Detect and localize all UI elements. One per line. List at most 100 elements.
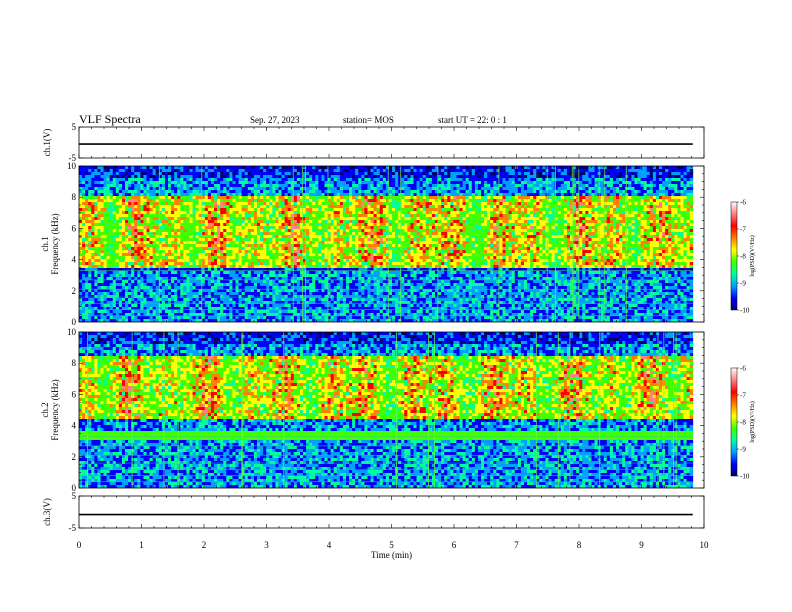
spectro-cell xyxy=(296,301,301,305)
spectro-cell xyxy=(94,304,98,308)
spectro-cell xyxy=(204,202,209,206)
spectro-cell xyxy=(174,271,178,275)
spectro-cell xyxy=(167,238,172,242)
spectro-cell xyxy=(345,190,350,194)
spectro-cell xyxy=(167,175,172,179)
spectro-cell xyxy=(112,172,117,176)
spectro-cell xyxy=(186,316,190,320)
spectro-cell xyxy=(312,313,316,317)
spectro-cell xyxy=(272,238,276,242)
spectro-cell xyxy=(299,220,304,224)
spectro-cell xyxy=(284,241,289,245)
spectro-cell xyxy=(303,286,307,290)
spectro-cell xyxy=(131,247,135,251)
spectro-cell xyxy=(327,274,332,278)
spectro-cell xyxy=(198,184,203,188)
spectro-cell xyxy=(109,289,114,293)
spectro-cell xyxy=(361,256,365,260)
spectro-cell xyxy=(241,229,246,233)
spectro-cell xyxy=(235,256,239,260)
spectro-cell xyxy=(250,211,255,215)
spectro-cell xyxy=(232,253,236,257)
spectro-cell xyxy=(85,199,89,203)
spectro-cell xyxy=(137,319,141,322)
spectro-cell xyxy=(287,217,292,221)
spectro-cell xyxy=(100,304,104,308)
spectro-cell xyxy=(223,265,227,269)
spectro-cell xyxy=(235,262,239,266)
spectro-cell xyxy=(269,205,273,209)
spectro-cell xyxy=(253,310,258,314)
spectro-cell xyxy=(281,196,286,200)
spectro-cell xyxy=(269,298,273,302)
spectro-cell xyxy=(260,292,264,296)
spectro-cell xyxy=(174,304,178,308)
spectro-cell xyxy=(352,184,356,188)
spectro-cell xyxy=(91,262,95,266)
spectro-cell xyxy=(121,280,126,284)
spectro-cell xyxy=(152,181,157,185)
spectro-cell xyxy=(244,208,249,212)
spectro-cell xyxy=(149,289,154,293)
spectro-cell xyxy=(361,226,365,230)
spectro-cell xyxy=(253,298,258,302)
spectro-cell xyxy=(210,220,215,224)
spectro-cell xyxy=(293,232,298,236)
spectro-cell xyxy=(293,196,298,200)
spectro-cell xyxy=(174,256,178,260)
spectro-cell xyxy=(275,220,279,224)
spectro-cell xyxy=(315,319,319,322)
spectro-cell xyxy=(152,247,157,251)
spectro-cell xyxy=(358,280,362,284)
spectro-cell xyxy=(290,175,295,179)
spectro-cell xyxy=(220,280,224,284)
spectro-cell xyxy=(241,190,246,194)
spectro-cell xyxy=(336,238,341,242)
spectro-cell xyxy=(260,262,264,266)
spectro-cell xyxy=(217,268,221,272)
spectro-cell xyxy=(161,256,166,260)
spectro-cell xyxy=(309,256,313,260)
spectro-cell xyxy=(299,226,304,230)
spectro-cell xyxy=(226,175,230,179)
spectro-cell xyxy=(183,247,187,251)
spectro-cell xyxy=(183,307,187,311)
spectro-cell xyxy=(324,169,328,173)
spectro-cell xyxy=(207,268,212,272)
spectro-cell xyxy=(152,277,157,281)
spectro-cell xyxy=(152,235,157,239)
spectro-cell xyxy=(352,199,356,203)
spectro-cell xyxy=(278,292,282,296)
spectro-cell xyxy=(223,193,227,197)
spectro-cell xyxy=(355,220,359,224)
spectro-cell xyxy=(330,283,335,287)
spectro-cell xyxy=(306,250,310,254)
spectro-cell xyxy=(327,301,332,305)
spectro-cell xyxy=(299,235,304,239)
spectro-cell xyxy=(171,241,175,245)
spectro-cell xyxy=(306,232,310,236)
spectro-cell xyxy=(140,166,144,170)
spectro-cell xyxy=(330,187,335,191)
spectro-cell xyxy=(293,211,298,215)
spectro-cell xyxy=(195,187,200,191)
spectro-cell xyxy=(342,307,347,311)
spectro-cell xyxy=(106,166,111,170)
spectro-cell xyxy=(106,193,111,197)
spectro-cell xyxy=(171,187,175,191)
spectro-cell xyxy=(100,241,104,245)
spectro-cell xyxy=(241,238,246,242)
spectro-cell xyxy=(263,238,267,242)
spectro-cell xyxy=(152,313,157,317)
spectro-cell xyxy=(250,286,255,290)
spectro-cell xyxy=(253,286,258,290)
spectro-cell xyxy=(82,208,86,212)
spectro-cell xyxy=(204,286,209,290)
spectro-cell xyxy=(296,226,301,230)
spectro-cell xyxy=(115,181,120,185)
spectro-cell xyxy=(189,226,193,230)
spectro-cell xyxy=(352,214,356,218)
spectro-cell xyxy=(103,307,108,311)
spectro-cell xyxy=(275,217,279,221)
spectro-cell xyxy=(321,250,325,254)
